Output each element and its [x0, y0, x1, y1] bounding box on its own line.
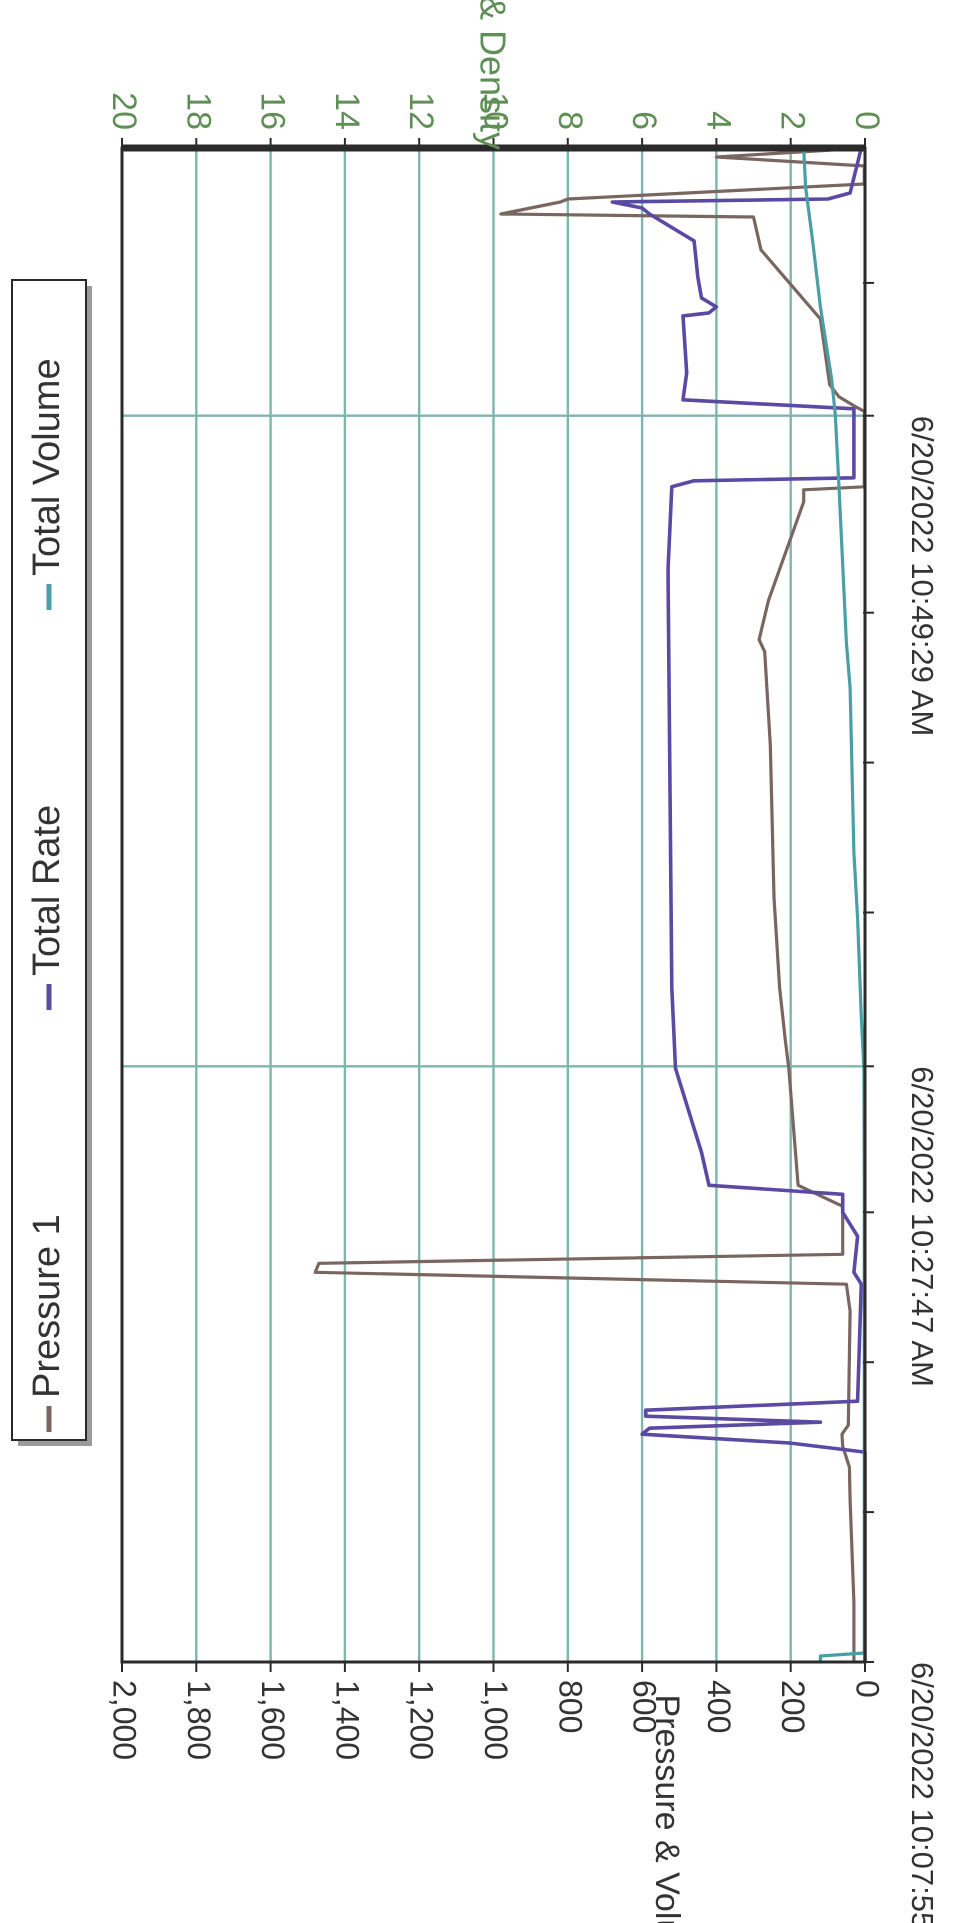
primary-tick-label-8: 1,600 — [255, 1680, 291, 1760]
primary-tick-label-2: 400 — [701, 1680, 737, 1733]
secondary-axis-title: Rate & Density — [472, 0, 513, 150]
primary-tick-label-4: 800 — [552, 1680, 588, 1733]
secondary-tick-label-9: 18 — [179, 92, 217, 130]
primary-axis-title: Pressure & Volume — [648, 1694, 686, 1923]
total-rate-line — [610, 146, 867, 1664]
primary-tick-label-3: 600 — [627, 1680, 663, 1733]
primary-tick-label-5: 1,000 — [478, 1680, 514, 1760]
secondary-tick-label-5: 10 — [477, 92, 515, 130]
legend-label-1: Total Rate — [26, 805, 68, 976]
primary-tick-label-9: 1,800 — [181, 1680, 217, 1760]
primary-tick-label-10: 2,000 — [107, 1680, 143, 1760]
legend-label-0: Pressure 1 — [26, 1214, 68, 1398]
series-lines — [313, 146, 867, 1664]
time-tick-label-1: 6/20/2022 10:27:47 AM — [905, 1066, 940, 1387]
gridlines — [122, 148, 865, 1662]
secondary-tick-label-6: 12 — [402, 92, 440, 130]
secondary-tick-label-0: 0 — [848, 111, 886, 130]
primary-tick-label-6: 1,200 — [404, 1680, 440, 1760]
legend: Pressure 1 Total Rate Total Volume — [11, 279, 92, 1446]
secondary-tick-label-8: 16 — [254, 92, 292, 130]
time-tick-label-2: 6/20/2022 10:49:29 AM — [905, 416, 940, 737]
primary-tick-label-1: 200 — [775, 1680, 811, 1733]
primary-tick-label-0: 0 — [850, 1680, 886, 1698]
secondary-tick-label-4: 8 — [551, 111, 589, 130]
legend-box — [11, 279, 87, 1441]
secondary-tick-label-10: 20 — [105, 92, 143, 130]
legend-label-2: Total Volume — [26, 358, 68, 576]
axis-ticks — [121, 138, 874, 1672]
total-volume-line — [802, 146, 866, 1664]
axis-labels: 02004006008001,0001,2001,4001,6001,8002,… — [105, 0, 940, 1923]
primary-tick-label-7: 1,400 — [329, 1680, 365, 1760]
secondary-tick-label-1: 2 — [774, 111, 812, 130]
pressure-1-line — [313, 146, 867, 1664]
secondary-tick-label-3: 6 — [625, 111, 663, 130]
secondary-tick-label-7: 14 — [328, 92, 366, 130]
time-tick-label-0: 6/20/2022 10:07:55 AM — [905, 1662, 940, 1923]
secondary-tick-label-2: 4 — [699, 111, 737, 130]
